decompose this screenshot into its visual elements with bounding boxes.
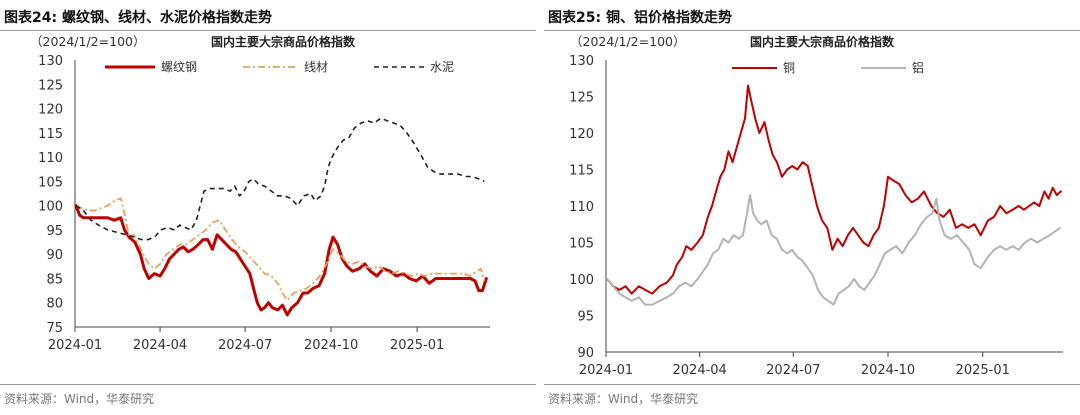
y-tick-label: 105 [38, 175, 63, 190]
axes [74, 60, 490, 332]
y-tick-label: 115 [569, 164, 594, 179]
unit-label: （2024/1/2=100） [30, 34, 145, 49]
y-axis-ticks: 130 125 120 115 110 105 100 95 90 [569, 54, 594, 361]
source-note: 资料来源：Wind，华泰研究 [548, 392, 699, 406]
y-tick-label: 75 [46, 321, 63, 336]
legend-label-3: 水泥 [430, 60, 454, 74]
series-line-3 [75, 117, 485, 241]
x-tick-label: 2024-07 [218, 338, 272, 353]
chart-title: 国内主要大宗商品价格指数 [211, 34, 356, 49]
y-tick-label: 85 [46, 272, 63, 287]
source-note: 资料来源：Wind，华泰研究 [4, 392, 155, 406]
series-lines [606, 84, 1062, 306]
chart-title: 国内主要大宗商品价格指数 [750, 34, 895, 49]
y-tick-label: 90 [577, 346, 594, 361]
y-tick-label: 125 [38, 78, 63, 93]
y-tick-label: 110 [569, 200, 594, 215]
series-lines [74, 117, 488, 317]
title-divider [544, 30, 1080, 31]
legend: 铜铝 [732, 60, 924, 75]
y-tick-label: 120 [38, 103, 63, 118]
figure-title: 图表25: 铜、铝价格指数走势 [548, 10, 732, 26]
line-chart-rebar-wire-cement: （2024/1/2=100） 国内主要大宗商品价格指数 130 125 120 115… [30, 34, 490, 353]
figure-panel-rebar: 图表24: 螺纹钢、线材、水泥价格指数走势 （2024/1/2=100） 国内主… [0, 0, 536, 415]
x-axis-ticks: 2024-01 2024-04 2024-07 2024-10 2025-01 [48, 338, 444, 353]
series-line-2 [75, 197, 486, 302]
x-tick-label: 2024-10 [861, 363, 915, 378]
x-tick-label: 2025-01 [956, 363, 1010, 378]
x-tick-label: 2024-07 [766, 363, 820, 378]
y-tick-label: 115 [38, 127, 63, 142]
series-line-2 [606, 194, 1061, 306]
x-tick-label: 2025-01 [390, 338, 444, 353]
figure-panel-copper-aluminum: 图表25: 铜、铝价格指数走势 （2024/1/2=100） 国内主要大宗商品价… [544, 0, 1080, 415]
legend-label-1: 螺纹钢 [161, 60, 197, 74]
x-tick-label: 2024-04 [673, 363, 727, 378]
y-tick-label: 130 [38, 54, 63, 69]
legend-label-2: 线材 [304, 60, 328, 74]
unit-label: （2024/1/2=100） [570, 34, 685, 49]
line-chart-copper-aluminum: （2024/1/2=100） 国内主要大宗商品价格指数 130 125 120 115… [569, 34, 1063, 378]
y-tick-label: 120 [569, 127, 594, 142]
y-axis-ticks: 130 125 120 115 110 105 100 95 90 85 80 75 [38, 54, 63, 336]
y-tick-label: 100 [569, 273, 594, 288]
y-tick-label: 125 [569, 91, 594, 106]
x-tick-label: 2024-01 [48, 338, 102, 353]
y-tick-label: 95 [577, 310, 594, 325]
x-tick-label: 2024-01 [579, 363, 633, 378]
axes [605, 60, 1063, 357]
x-axis-ticks: 2024-01 2024-04 2024-07 2024-10 2025-01 [579, 363, 1010, 378]
x-tick-label: 2024-04 [133, 338, 187, 353]
legend: 螺纹钢 线材 水泥 [105, 60, 454, 74]
footer-divider [0, 384, 536, 385]
footer-divider [544, 384, 1080, 385]
y-tick-label: 80 [46, 297, 63, 312]
legend-label-1: 铜 [783, 60, 795, 75]
series-line-1 [74, 204, 488, 317]
y-tick-label: 95 [46, 224, 63, 239]
series-line-1 [606, 84, 1062, 295]
y-tick-label: 105 [569, 237, 594, 252]
x-tick-label: 2024-10 [304, 338, 358, 353]
y-tick-label: 90 [46, 248, 63, 263]
y-tick-label: 100 [38, 200, 63, 215]
y-tick-label: 130 [569, 54, 594, 69]
figure-title: 图表24: 螺纹钢、线材、水泥价格指数走势 [4, 10, 272, 26]
title-divider [0, 30, 536, 31]
legend-label-2: 铝 [912, 60, 924, 75]
y-tick-label: 110 [38, 151, 63, 166]
